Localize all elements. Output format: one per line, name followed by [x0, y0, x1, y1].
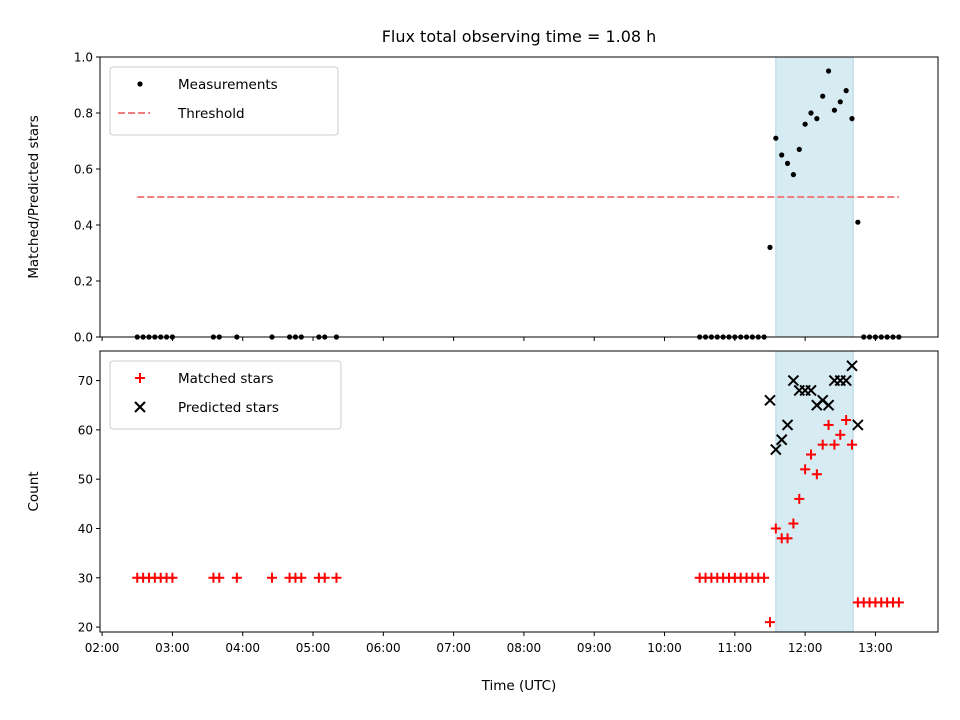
data-point — [331, 572, 342, 583]
x-tick-label: 03:00 — [155, 641, 190, 655]
data-point — [805, 449, 816, 460]
x-tick-label: 13:00 — [858, 641, 893, 655]
data-point — [784, 160, 791, 166]
legend-label: Predicted stars — [178, 400, 279, 416]
y-tick-label: 20 — [78, 621, 93, 635]
data-point — [846, 360, 858, 372]
data-point — [794, 493, 805, 504]
data-point — [787, 374, 800, 387]
legend-box — [109, 66, 339, 136]
x-axis-label: Time (UTC) — [481, 678, 557, 694]
legend-swatch — [135, 373, 145, 383]
ratio-panel: 0.0 0.2 0.4 0.6 0.8 1.0 Matched/Predicted star… — [26, 51, 939, 345]
data-point — [764, 617, 775, 628]
y-tick-label: 1.0 — [74, 51, 93, 65]
data-point — [790, 172, 797, 178]
y-tick-label: 40 — [78, 522, 93, 536]
data-point — [167, 572, 178, 583]
y-tick-label: 0.2 — [74, 275, 93, 289]
y-tick-label: 70 — [78, 374, 93, 388]
x-tick-label: 11:00 — [718, 641, 753, 655]
x-tick-label: 09:00 — [577, 641, 612, 655]
y-tick-label: 50 — [78, 473, 93, 487]
y-axis-label: Count — [26, 471, 42, 511]
x-tick-label: 05:00 — [296, 641, 331, 655]
data-point — [808, 110, 814, 116]
data-point — [800, 464, 811, 475]
data-point — [805, 384, 817, 397]
data-point — [775, 434, 788, 446]
series-matched-stars — [132, 415, 904, 628]
legend-swatch — [137, 81, 143, 87]
data-point — [825, 68, 832, 74]
y-axis-label: Matched/Predicted stars — [26, 115, 42, 278]
data-point — [893, 597, 904, 608]
axes-frame — [99, 56, 939, 338]
data-point — [231, 572, 242, 583]
data-point — [788, 518, 799, 529]
data-point — [849, 116, 855, 122]
data-point — [814, 116, 820, 122]
y-tick-label: 0.0 — [74, 331, 93, 345]
y-tick-label: 0.8 — [74, 107, 93, 121]
data-point — [841, 415, 852, 426]
x-tick-label: 02:00 — [85, 641, 120, 655]
data-point — [767, 244, 773, 250]
y-tick-label: 60 — [78, 423, 93, 437]
observing-window-band — [775, 351, 854, 632]
data-point — [846, 439, 857, 450]
data-point — [759, 572, 770, 583]
x-tick-label: 04:00 — [225, 641, 260, 655]
legend-swatch — [134, 401, 146, 413]
count-panel: 20 30 40 50 60 70 02:00 03:00 04:00 05:00 06:00 07:… — [26, 350, 939, 655]
data-point — [770, 523, 781, 534]
axes-frame — [99, 350, 939, 633]
x-tick-label: 08:00 — [507, 641, 542, 655]
data-point — [840, 374, 852, 387]
series-predicted-stars — [764, 360, 864, 456]
data-point — [782, 533, 793, 544]
data-point — [802, 121, 808, 127]
legend-label: Measurements — [178, 77, 278, 93]
data-point — [796, 146, 802, 152]
data-point — [855, 219, 861, 225]
x-tick-label: 12:00 — [788, 641, 823, 655]
x-tick-label: 06:00 — [366, 641, 401, 655]
data-point — [843, 88, 849, 94]
data-point — [296, 572, 307, 583]
data-point — [773, 135, 779, 141]
y-tick-label: 30 — [78, 571, 93, 585]
y-tick-label: 0.4 — [74, 219, 93, 233]
legend-label: Matched stars — [178, 371, 274, 387]
y-tick-label: 0.6 — [74, 163, 93, 177]
data-point — [837, 99, 843, 105]
x-tick-label: 10:00 — [647, 641, 682, 655]
data-point — [779, 152, 785, 158]
data-point — [811, 469, 822, 480]
data-point — [823, 419, 834, 430]
data-point — [267, 572, 278, 583]
data-point — [822, 399, 835, 411]
x-tick-label: 07:00 — [436, 641, 471, 655]
data-point — [214, 572, 225, 583]
data-point — [764, 394, 776, 407]
data-point — [829, 439, 840, 450]
data-point — [770, 443, 782, 456]
legend-box — [109, 360, 342, 430]
data-point — [835, 429, 846, 440]
legend-label: Threshold — [177, 106, 245, 122]
chart-title: Flux total observing time = 1.08 h — [382, 27, 657, 46]
data-point — [781, 419, 794, 431]
data-point — [820, 93, 826, 99]
data-point — [852, 419, 864, 431]
data-point — [831, 107, 838, 113]
data-point — [817, 439, 828, 450]
data-point — [319, 572, 330, 583]
